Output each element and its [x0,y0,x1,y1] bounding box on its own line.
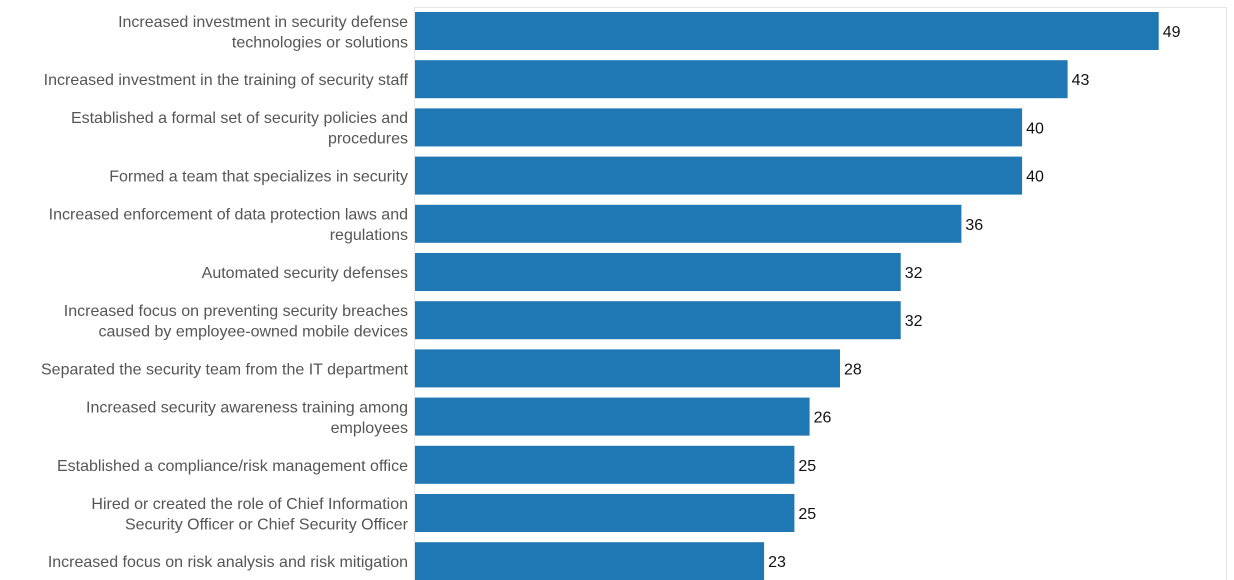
category-label-line: Increased enforcement of data protection… [49,207,408,224]
category-label-line: regulations [330,227,408,244]
category-label-12: Increased focus on risk analysis and ris… [48,554,408,571]
bar-12 [415,542,765,580]
value-label-10: 25 [798,458,816,475]
category-label-line: technologies or solutions [232,34,408,51]
value-label-4: 40 [1026,169,1044,186]
category-label-line: employees [331,420,408,437]
category-label-1: Increased investment in security defense… [118,14,408,52]
category-label-11: Hired or created the role of Chief Infor… [91,496,408,534]
bar-6 [415,253,901,291]
plot-area-frame [414,7,1227,580]
category-label-line: Automated security defenses [202,265,408,282]
bar-7 [415,301,901,340]
category-label-line: Increased focus on risk analysis and ris… [48,554,408,571]
bar-2 [415,60,1068,99]
category-label-line: Formed a team that specializes in securi… [109,169,408,186]
value-label-2: 43 [1072,72,1090,89]
category-labels-layer: Increased investment in security defense… [41,14,409,571]
category-label-5: Increased enforcement of data protection… [49,207,408,245]
bar-11 [415,494,795,532]
value-label-3: 40 [1026,120,1044,137]
bar-4 [415,156,1023,195]
category-label-2: Increased investment in the training of … [44,72,409,89]
category-label-8: Separated the security team from the IT … [41,361,409,378]
value-label-8: 28 [844,361,862,378]
category-label-9: Increased security awareness training am… [86,399,408,437]
bar-3 [415,108,1023,147]
bar-9 [415,397,810,436]
value-labels-layer: 49 43 40 40 36 32 32 28 26 25 25 23 [768,24,1180,571]
value-label-6: 32 [905,265,923,282]
value-label-1: 49 [1163,24,1181,41]
category-label-3: Established a formal set of security pol… [71,110,408,148]
category-label-line: Established a compliance/risk management… [57,458,408,475]
category-label-line: Increased focus on preventing security b… [64,303,408,320]
value-label-7: 32 [905,313,923,330]
category-label-4: Formed a team that specializes in securi… [109,169,408,186]
category-label-line: Increased investment in security defense [118,14,408,31]
category-label-line: caused by employee-owned mobile devices [98,324,408,341]
value-label-9: 26 [814,410,832,427]
category-label-line: Separated the security team from the IT … [41,361,409,378]
category-label-line: procedures [328,131,408,148]
category-label-line: Security Officer or Chief Security Offic… [125,516,409,533]
category-label-10: Established a compliance/risk management… [57,458,408,475]
value-label-12: 23 [768,554,786,571]
bar-5 [415,204,962,243]
category-label-line: Hired or created the role of Chief Infor… [91,496,408,513]
bar-8 [415,349,840,388]
category-label-7: Increased focus on preventing security b… [64,303,408,341]
category-label-line: Increased security awareness training am… [86,399,408,416]
category-label-line: Established a formal set of security pol… [71,110,408,127]
category-label-6: Automated security defenses [202,265,408,282]
category-label-line: Increased investment in the training of … [44,72,409,89]
bars-layer [415,12,1159,580]
bar-10 [415,445,795,484]
bar-1 [415,12,1159,50]
value-label-5: 36 [965,217,983,234]
value-label-11: 25 [798,506,816,523]
